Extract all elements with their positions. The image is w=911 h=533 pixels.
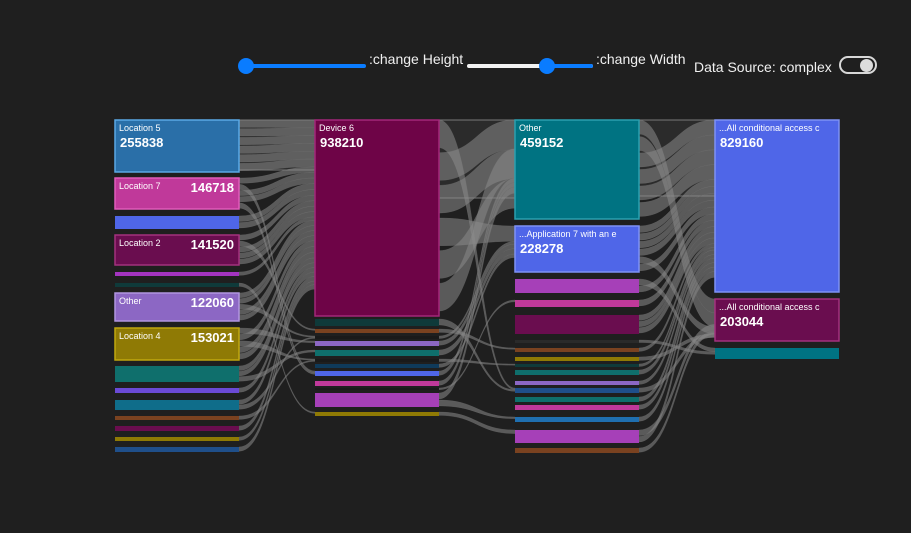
node-c1-11[interactable] xyxy=(115,400,239,410)
node-c2-9[interactable] xyxy=(315,371,439,376)
links xyxy=(238,119,716,453)
node-c2-8[interactable] xyxy=(315,364,439,368)
width-slider-track xyxy=(467,64,593,68)
node-c3-1[interactable] xyxy=(514,119,640,220)
node-c2-11[interactable] xyxy=(315,388,439,390)
node-c3-6[interactable] xyxy=(515,340,639,343)
node-c3-4[interactable] xyxy=(515,300,639,307)
node-value: 141520 xyxy=(191,237,234,252)
node-c1-4[interactable] xyxy=(114,234,240,266)
node-c2-6[interactable] xyxy=(315,350,439,356)
node-label: Other xyxy=(119,296,142,306)
node-c2-5[interactable] xyxy=(315,341,439,346)
height-slider-fill xyxy=(244,64,366,68)
node-c2-2[interactable] xyxy=(315,319,439,326)
node-value: 459152 xyxy=(520,135,563,150)
node-c3-2[interactable] xyxy=(514,225,640,273)
node-c3-10[interactable] xyxy=(515,370,639,375)
node-c1-1[interactable] xyxy=(114,119,240,173)
node-c3-12[interactable] xyxy=(515,388,639,393)
node-value: 153021 xyxy=(191,330,234,345)
node-c1-12[interactable] xyxy=(115,416,239,420)
link-c0-n0-0[interactable] xyxy=(238,119,316,129)
node-label: Location 2 xyxy=(119,238,161,248)
height-slider[interactable] xyxy=(238,58,366,74)
node-value: 122060 xyxy=(191,295,234,310)
node-c1-7[interactable] xyxy=(114,292,240,322)
node-label: Location 4 xyxy=(119,331,161,341)
node-c1-6[interactable] xyxy=(115,283,239,287)
node-c3-5[interactable] xyxy=(515,315,639,334)
data-source-toggle[interactable] xyxy=(839,56,877,74)
node-c2-12[interactable] xyxy=(315,393,439,407)
width-slider-thumb[interactable] xyxy=(539,58,555,74)
node-c3-11[interactable] xyxy=(515,381,639,385)
node-c1-8[interactable] xyxy=(114,327,240,361)
node-label: ...All conditional access c xyxy=(719,302,820,312)
node-c4-1[interactable] xyxy=(714,119,840,293)
node-c3-3[interactable] xyxy=(515,279,639,293)
node-label: ...All conditional access c xyxy=(719,123,820,133)
node-value: 829160 xyxy=(720,135,763,150)
height-slider-label: :change Height xyxy=(369,51,464,67)
node-c1-3[interactable] xyxy=(115,216,239,229)
node-c3-15[interactable] xyxy=(515,417,639,422)
node-label: Other xyxy=(519,123,542,133)
node-label: Location 5 xyxy=(119,123,161,133)
width-slider-fill xyxy=(543,64,593,68)
column-2: Device 6 938210 xyxy=(314,119,440,416)
node-c4-3[interactable] xyxy=(715,348,839,359)
node-c1-5[interactable] xyxy=(115,272,239,276)
node-c3-14[interactable] xyxy=(515,405,639,410)
node-c3-7[interactable] xyxy=(515,348,639,352)
node-label: Location 7 xyxy=(119,181,161,191)
width-slider[interactable] xyxy=(467,58,593,74)
data-source-toggle-knob xyxy=(860,59,873,72)
column-3: Other 459152 ...Application 7 with an e 228… xyxy=(514,119,640,453)
node-c2-7[interactable] xyxy=(315,359,439,362)
node-c1-15[interactable] xyxy=(115,447,239,452)
node-value: 938210 xyxy=(320,135,363,150)
node-value: 146718 xyxy=(191,180,234,195)
node-label: Device 6 xyxy=(319,123,354,133)
node-c3-13[interactable] xyxy=(515,397,639,402)
node-c2-4[interactable] xyxy=(315,336,439,339)
column-1: Location 5 255838 Location 7 146718 Location… xyxy=(114,119,240,452)
node-c3-9[interactable] xyxy=(515,364,639,367)
column-4: ...All conditional access c 829160 ...All … xyxy=(714,119,840,359)
node-c1-13[interactable] xyxy=(115,426,239,431)
node-c3-17[interactable] xyxy=(515,448,639,453)
node-label: ...Application 7 with an e xyxy=(519,229,617,239)
width-slider-label: :change Width xyxy=(596,51,686,67)
node-c1-2[interactable] xyxy=(114,177,240,210)
node-c4-2[interactable] xyxy=(714,298,840,342)
node-c1-9[interactable] xyxy=(115,366,239,382)
node-value: 203044 xyxy=(720,314,764,329)
node-c1-14[interactable] xyxy=(115,437,239,441)
node-c2-1[interactable] xyxy=(314,119,440,317)
data-source-label: Data Source: complex xyxy=(694,59,832,75)
controls-bar: :change Height :change Width Data Source… xyxy=(0,0,911,100)
node-c3-16[interactable] xyxy=(515,430,639,443)
node-c2-3[interactable] xyxy=(315,329,439,333)
node-value: 255838 xyxy=(120,135,163,150)
node-c2-13[interactable] xyxy=(315,412,439,416)
link-c1-n12-0[interactable] xyxy=(438,411,516,434)
node-c3-8[interactable] xyxy=(515,357,639,361)
node-c2-10[interactable] xyxy=(315,381,439,386)
link-c0-n0-1[interactable] xyxy=(238,127,316,137)
height-slider-thumb[interactable] xyxy=(238,58,254,74)
node-value: 228278 xyxy=(520,241,563,256)
node-c1-10[interactable] xyxy=(115,388,239,393)
